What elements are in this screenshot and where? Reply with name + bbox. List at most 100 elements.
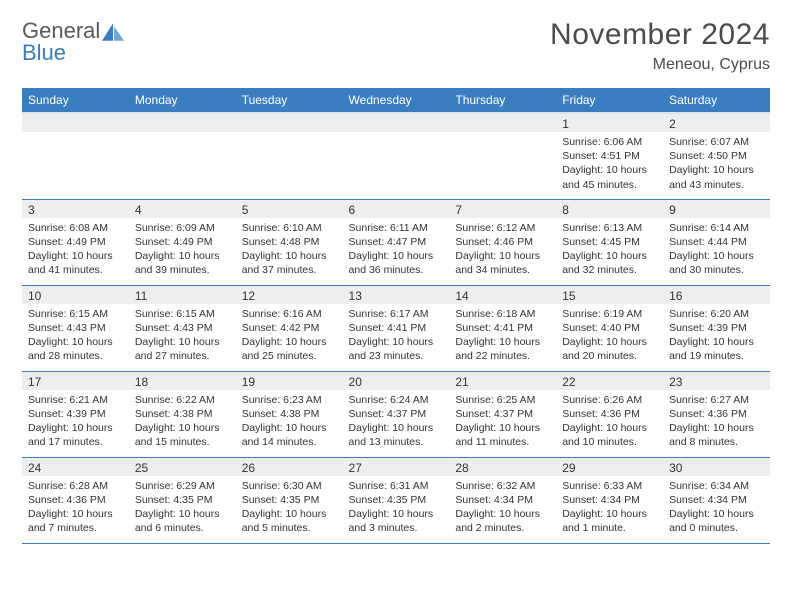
daylight-text: Daylight: 10 hours and 20 minutes. — [562, 335, 657, 363]
daylight-text: Daylight: 10 hours and 17 minutes. — [28, 421, 123, 449]
day-details: Sunrise: 6:14 AMSunset: 4:44 PMDaylight:… — [663, 218, 770, 282]
calendar-cell: 6Sunrise: 6:11 AMSunset: 4:47 PMDaylight… — [343, 199, 450, 285]
daylight-text: Daylight: 10 hours and 5 minutes. — [242, 507, 337, 535]
daylight-text: Daylight: 10 hours and 25 minutes. — [242, 335, 337, 363]
calendar-cell: 13Sunrise: 6:17 AMSunset: 4:41 PMDayligh… — [343, 285, 450, 371]
sunrise-text: Sunrise: 6:15 AM — [28, 307, 123, 321]
calendar-cell: 26Sunrise: 6:30 AMSunset: 4:35 PMDayligh… — [236, 457, 343, 543]
daylight-text: Daylight: 10 hours and 7 minutes. — [28, 507, 123, 535]
day-details: Sunrise: 6:17 AMSunset: 4:41 PMDaylight:… — [343, 304, 450, 368]
daylight-text: Daylight: 10 hours and 10 minutes. — [562, 421, 657, 449]
day-details: Sunrise: 6:30 AMSunset: 4:35 PMDaylight:… — [236, 476, 343, 540]
day-details: Sunrise: 6:21 AMSunset: 4:39 PMDaylight:… — [22, 390, 129, 454]
calendar-row: 10Sunrise: 6:15 AMSunset: 4:43 PMDayligh… — [22, 285, 770, 371]
daylight-text: Daylight: 10 hours and 2 minutes. — [455, 507, 550, 535]
sunrise-text: Sunrise: 6:19 AM — [562, 307, 657, 321]
sunrise-text: Sunrise: 6:12 AM — [455, 221, 550, 235]
day-details: Sunrise: 6:34 AMSunset: 4:34 PMDaylight:… — [663, 476, 770, 540]
day-number: 30 — [663, 458, 770, 476]
day-number: 25 — [129, 458, 236, 476]
sunset-text: Sunset: 4:35 PM — [135, 493, 230, 507]
day-number: 14 — [449, 286, 556, 304]
day-number: 7 — [449, 200, 556, 218]
sunrise-text: Sunrise: 6:10 AM — [242, 221, 337, 235]
calendar-cell: 23Sunrise: 6:27 AMSunset: 4:36 PMDayligh… — [663, 371, 770, 457]
sunset-text: Sunset: 4:40 PM — [562, 321, 657, 335]
daylight-text: Daylight: 10 hours and 6 minutes. — [135, 507, 230, 535]
day-details: Sunrise: 6:16 AMSunset: 4:42 PMDaylight:… — [236, 304, 343, 368]
day-details: Sunrise: 6:26 AMSunset: 4:36 PMDaylight:… — [556, 390, 663, 454]
sunrise-text: Sunrise: 6:15 AM — [135, 307, 230, 321]
calendar-row: 24Sunrise: 6:28 AMSunset: 4:36 PMDayligh… — [22, 457, 770, 543]
day-details: Sunrise: 6:27 AMSunset: 4:36 PMDaylight:… — [663, 390, 770, 454]
daylight-text: Daylight: 10 hours and 27 minutes. — [135, 335, 230, 363]
weekday-header: Wednesday — [343, 88, 450, 113]
sunrise-text: Sunrise: 6:06 AM — [562, 135, 657, 149]
sunset-text: Sunset: 4:43 PM — [28, 321, 123, 335]
sunrise-text: Sunrise: 6:27 AM — [669, 393, 764, 407]
day-details: Sunrise: 6:06 AMSunset: 4:51 PMDaylight:… — [556, 132, 663, 196]
day-details: Sunrise: 6:12 AMSunset: 4:46 PMDaylight:… — [449, 218, 556, 282]
day-details: Sunrise: 6:22 AMSunset: 4:38 PMDaylight:… — [129, 390, 236, 454]
weekday-header: Monday — [129, 88, 236, 113]
calendar-cell: 30Sunrise: 6:34 AMSunset: 4:34 PMDayligh… — [663, 457, 770, 543]
calendar-cell: 24Sunrise: 6:28 AMSunset: 4:36 PMDayligh… — [22, 457, 129, 543]
sunrise-text: Sunrise: 6:23 AM — [242, 393, 337, 407]
daylight-text: Daylight: 10 hours and 14 minutes. — [242, 421, 337, 449]
calendar-cell — [236, 113, 343, 199]
daylight-text: Daylight: 10 hours and 1 minute. — [562, 507, 657, 535]
day-details: Sunrise: 6:32 AMSunset: 4:34 PMDaylight:… — [449, 476, 556, 540]
sunrise-text: Sunrise: 6:22 AM — [135, 393, 230, 407]
sunset-text: Sunset: 4:43 PM — [135, 321, 230, 335]
day-number — [449, 114, 556, 132]
day-number: 16 — [663, 286, 770, 304]
brand-logo: General Blue — [22, 18, 124, 66]
sunset-text: Sunset: 4:48 PM — [242, 235, 337, 249]
daylight-text: Daylight: 10 hours and 36 minutes. — [349, 249, 444, 277]
daylight-text: Daylight: 10 hours and 23 minutes. — [349, 335, 444, 363]
day-number: 8 — [556, 200, 663, 218]
day-number — [236, 114, 343, 132]
day-number: 10 — [22, 286, 129, 304]
daylight-text: Daylight: 10 hours and 0 minutes. — [669, 507, 764, 535]
daylight-text: Daylight: 10 hours and 37 minutes. — [242, 249, 337, 277]
calendar-cell: 8Sunrise: 6:13 AMSunset: 4:45 PMDaylight… — [556, 199, 663, 285]
day-number: 17 — [22, 372, 129, 390]
day-number: 24 — [22, 458, 129, 476]
day-number: 29 — [556, 458, 663, 476]
daylight-text: Daylight: 10 hours and 41 minutes. — [28, 249, 123, 277]
calendar-cell: 12Sunrise: 6:16 AMSunset: 4:42 PMDayligh… — [236, 285, 343, 371]
daylight-text: Daylight: 10 hours and 43 minutes. — [669, 163, 764, 191]
weekday-header-row: Sunday Monday Tuesday Wednesday Thursday… — [22, 88, 770, 113]
calendar-cell — [22, 113, 129, 199]
weekday-header: Thursday — [449, 88, 556, 113]
sunset-text: Sunset: 4:38 PM — [135, 407, 230, 421]
day-number: 13 — [343, 286, 450, 304]
calendar-row: 1Sunrise: 6:06 AMSunset: 4:51 PMDaylight… — [22, 113, 770, 199]
sunrise-text: Sunrise: 6:09 AM — [135, 221, 230, 235]
calendar-cell: 20Sunrise: 6:24 AMSunset: 4:37 PMDayligh… — [343, 371, 450, 457]
weekday-header: Friday — [556, 88, 663, 113]
calendar-cell: 14Sunrise: 6:18 AMSunset: 4:41 PMDayligh… — [449, 285, 556, 371]
calendar-row: 3Sunrise: 6:08 AMSunset: 4:49 PMDaylight… — [22, 199, 770, 285]
day-details: Sunrise: 6:07 AMSunset: 4:50 PMDaylight:… — [663, 132, 770, 196]
day-number: 19 — [236, 372, 343, 390]
sunrise-text: Sunrise: 6:33 AM — [562, 479, 657, 493]
sunset-text: Sunset: 4:44 PM — [669, 235, 764, 249]
day-details: Sunrise: 6:24 AMSunset: 4:37 PMDaylight:… — [343, 390, 450, 454]
day-number: 9 — [663, 200, 770, 218]
calendar-cell: 2Sunrise: 6:07 AMSunset: 4:50 PMDaylight… — [663, 113, 770, 199]
sunrise-text: Sunrise: 6:18 AM — [455, 307, 550, 321]
day-number — [343, 114, 450, 132]
sunrise-text: Sunrise: 6:13 AM — [562, 221, 657, 235]
sunset-text: Sunset: 4:36 PM — [562, 407, 657, 421]
sunset-text: Sunset: 4:50 PM — [669, 149, 764, 163]
calendar-cell: 19Sunrise: 6:23 AMSunset: 4:38 PMDayligh… — [236, 371, 343, 457]
sunset-text: Sunset: 4:41 PM — [455, 321, 550, 335]
day-number — [22, 114, 129, 132]
day-details: Sunrise: 6:10 AMSunset: 4:48 PMDaylight:… — [236, 218, 343, 282]
calendar-cell: 22Sunrise: 6:26 AMSunset: 4:36 PMDayligh… — [556, 371, 663, 457]
day-details: Sunrise: 6:15 AMSunset: 4:43 PMDaylight:… — [129, 304, 236, 368]
sunset-text: Sunset: 4:36 PM — [28, 493, 123, 507]
day-number: 3 — [22, 200, 129, 218]
